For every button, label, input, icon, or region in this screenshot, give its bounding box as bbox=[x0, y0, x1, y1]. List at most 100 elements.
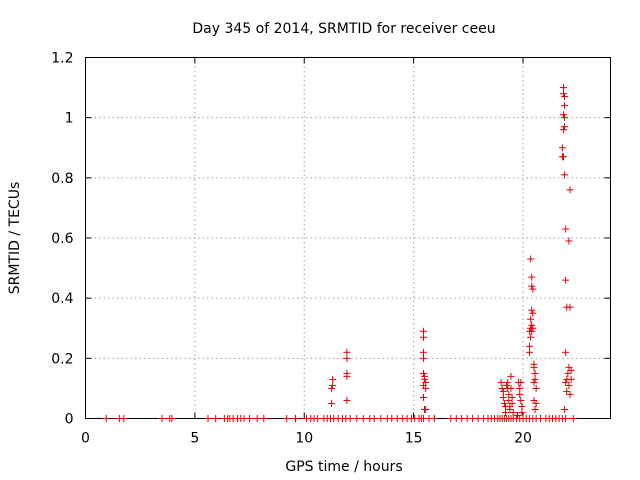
x-axis: 0 5 10 15 20 bbox=[81, 57, 532, 447]
data-point bbox=[526, 348, 534, 356]
data-point bbox=[419, 393, 427, 401]
data-point bbox=[562, 225, 570, 233]
data-point bbox=[430, 415, 438, 422]
data-point bbox=[516, 384, 524, 392]
data-point bbox=[528, 282, 536, 290]
data-point bbox=[329, 381, 337, 389]
data-point bbox=[562, 276, 570, 284]
x-axis-label: GPS time / hours bbox=[285, 459, 402, 475]
data-point bbox=[502, 408, 509, 416]
data-point bbox=[528, 327, 536, 335]
data-point bbox=[566, 186, 574, 194]
data-point bbox=[212, 415, 220, 422]
data-point bbox=[292, 415, 299, 422]
data-point bbox=[561, 123, 569, 131]
data-point bbox=[499, 387, 507, 395]
data-point bbox=[500, 399, 508, 407]
data-point bbox=[507, 384, 515, 392]
data-point bbox=[120, 415, 128, 422]
data-point bbox=[531, 405, 539, 413]
data-point bbox=[531, 369, 539, 377]
data-point bbox=[343, 348, 351, 356]
data-point bbox=[517, 378, 525, 386]
data-point bbox=[313, 415, 321, 422]
data-point bbox=[518, 402, 526, 410]
data-point bbox=[562, 348, 570, 356]
chart-title: Day 345 of 2014, SRMTID for receiver cee… bbox=[192, 21, 495, 37]
data-point bbox=[529, 285, 537, 293]
data-point bbox=[421, 405, 429, 413]
y-tick-label: 0 bbox=[65, 412, 74, 428]
data-points bbox=[102, 84, 577, 422]
data-point bbox=[528, 306, 536, 314]
data-point bbox=[561, 114, 569, 122]
data-point bbox=[559, 153, 567, 161]
data-point bbox=[526, 342, 534, 350]
data-point bbox=[328, 399, 336, 407]
data-point bbox=[419, 327, 427, 335]
data-point bbox=[343, 372, 351, 380]
data-point bbox=[518, 408, 526, 416]
data-point bbox=[559, 111, 567, 119]
data-point bbox=[260, 415, 268, 422]
data-point bbox=[508, 393, 516, 401]
x-tick-label: 0 bbox=[81, 431, 90, 447]
x-tick-label: 15 bbox=[405, 431, 423, 447]
data-point bbox=[567, 366, 575, 374]
data-point bbox=[558, 144, 566, 152]
x-tick-label: 5 bbox=[190, 431, 199, 447]
data-point bbox=[527, 315, 535, 323]
data-point bbox=[346, 415, 354, 422]
data-point bbox=[529, 324, 537, 332]
data-point bbox=[561, 171, 569, 179]
data-point bbox=[419, 354, 427, 362]
data-point bbox=[419, 348, 427, 356]
data-point bbox=[528, 273, 536, 281]
data-point bbox=[517, 396, 525, 404]
data-point bbox=[419, 333, 427, 341]
data-point bbox=[565, 237, 573, 245]
data-point bbox=[527, 255, 535, 263]
y-tick-label: 0.6 bbox=[51, 231, 73, 247]
data-point bbox=[561, 102, 569, 110]
data-point bbox=[563, 387, 571, 395]
data-point bbox=[283, 415, 291, 422]
data-point bbox=[343, 396, 351, 404]
data-point bbox=[253, 415, 261, 422]
y-tick-label: 1 bbox=[65, 111, 74, 127]
data-point bbox=[370, 415, 378, 422]
data-point bbox=[343, 354, 351, 362]
data-point bbox=[329, 375, 337, 383]
y-tick-label: 0.2 bbox=[51, 351, 73, 367]
data-point bbox=[562, 415, 570, 422]
data-point bbox=[567, 375, 575, 383]
data-point bbox=[102, 415, 110, 422]
data-point bbox=[328, 384, 336, 392]
data-point bbox=[559, 126, 567, 134]
data-point bbox=[559, 84, 567, 92]
data-point bbox=[508, 399, 516, 407]
data-point bbox=[359, 415, 367, 422]
data-point bbox=[499, 393, 507, 401]
data-point bbox=[422, 384, 430, 392]
data-point bbox=[532, 384, 540, 392]
data-point bbox=[419, 369, 427, 377]
data-point bbox=[514, 411, 522, 419]
data-point bbox=[505, 396, 513, 404]
data-point bbox=[507, 372, 515, 380]
x-tick-label: 10 bbox=[295, 431, 313, 447]
data-point bbox=[530, 363, 538, 371]
data-point bbox=[497, 378, 505, 386]
data-point bbox=[569, 415, 577, 422]
data-point bbox=[246, 415, 254, 422]
data-point bbox=[509, 408, 517, 416]
data-point bbox=[529, 309, 537, 317]
data-point bbox=[565, 381, 573, 389]
data-point bbox=[530, 378, 538, 386]
data-point bbox=[528, 321, 536, 329]
data-point bbox=[566, 390, 574, 398]
data-point bbox=[532, 399, 540, 407]
data-point bbox=[506, 405, 514, 413]
data-point bbox=[158, 415, 166, 422]
